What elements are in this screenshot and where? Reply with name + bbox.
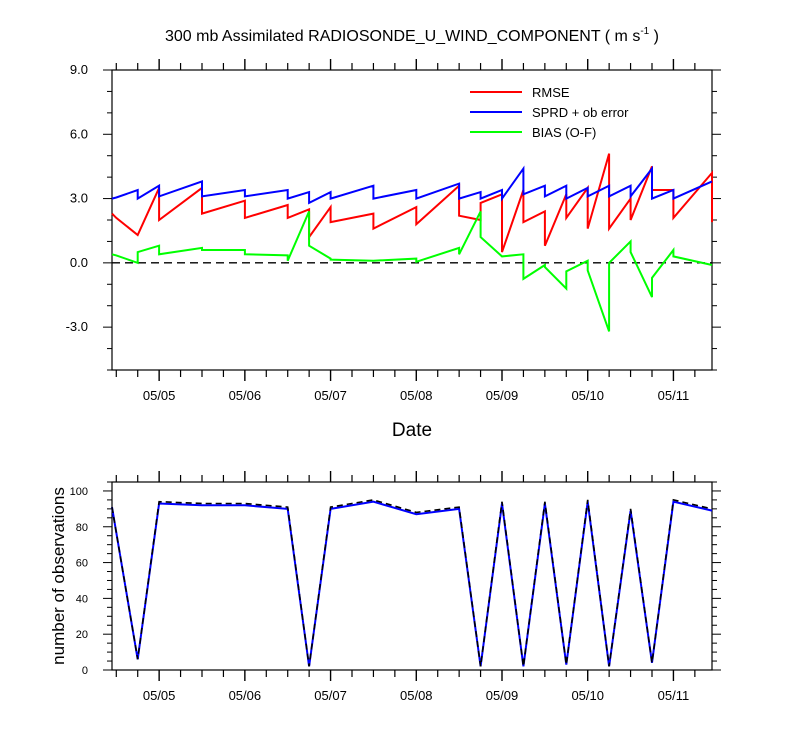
x-tick-label: 05/08 (400, 688, 433, 703)
chart-title-text: 300 mb Assimilated RADIOSONDE_U_WIND_COM… (165, 28, 640, 45)
x-tick-label: 05/06 (229, 688, 262, 703)
x-tick-label: 05/10 (571, 388, 604, 403)
x-tick-label: 05/09 (486, 388, 519, 403)
y-tick-label: 6.0 (70, 126, 88, 141)
x-tick-label: 05/11 (658, 688, 690, 703)
y-tick-label: 0.0 (70, 255, 88, 270)
bottom-axes: 05/05 05/06 05/07 05/08 05/09 05/10 05/11 0 20 40… (70, 471, 721, 703)
x-tick-label: 05/09 (486, 688, 519, 703)
series-line-1 (111, 498, 713, 667)
y-tick-label: 60 (76, 558, 88, 570)
y-tick-label: 100 (70, 486, 88, 498)
top-axes: 05/05 05/06 05/07 05/08 05/09 05/10 05/11 9.0 6.… (66, 59, 721, 403)
legend: RMSE SPRD + ob error BIAS (O-F) (470, 85, 629, 140)
y-tick-label: 40 (76, 593, 88, 605)
top-series (111, 153, 713, 332)
x-tick-label: 05/11 (658, 388, 690, 403)
legend-label-1: SPRD + ob error (532, 105, 629, 120)
y-tick-label: 80 (76, 522, 88, 534)
y-tick-label: 20 (76, 629, 88, 641)
series-line-1 (111, 165, 713, 205)
series-line-0 (111, 500, 713, 667)
bottom-panel: 05/05 05/06 05/07 05/08 05/09 05/10 05/11 0 20 40… (49, 471, 721, 703)
y-tick-label: 9.0 (70, 62, 88, 77)
x-tick-label: 05/08 (400, 388, 433, 403)
legend-label-0: RMSE (532, 85, 570, 100)
y-axis-label: number of observations (49, 487, 68, 665)
x-tick-label: 05/05 (143, 388, 176, 403)
series-line-0 (111, 153, 713, 253)
chart-title-superscript: -1 (640, 26, 649, 37)
x-axis-label: Date (392, 420, 432, 441)
x-tick-label: 05/07 (314, 688, 347, 703)
bottom-series (111, 498, 713, 667)
y-tick-label: 0 (82, 665, 88, 677)
legend-label-2: BIAS (O-F) (532, 125, 596, 140)
x-tick-label: 05/10 (571, 688, 604, 703)
series-line-2 (111, 210, 713, 332)
x-tick-label: 05/07 (314, 388, 347, 403)
chart-title: 300 mb Assimilated RADIOSONDE_U_WIND_COM… (165, 26, 659, 45)
y-tick-label: -3.0 (66, 319, 88, 334)
y-tick-label: 3.0 (70, 191, 88, 206)
chart-title-end: ) (649, 28, 659, 45)
top-panel: 05/05 05/06 05/07 05/08 05/09 05/10 05/11 9.0 6.… (66, 59, 721, 441)
x-tick-label: 05/06 (229, 388, 262, 403)
bottom-plot-frame (111, 481, 713, 671)
x-tick-label: 05/05 (143, 688, 176, 703)
